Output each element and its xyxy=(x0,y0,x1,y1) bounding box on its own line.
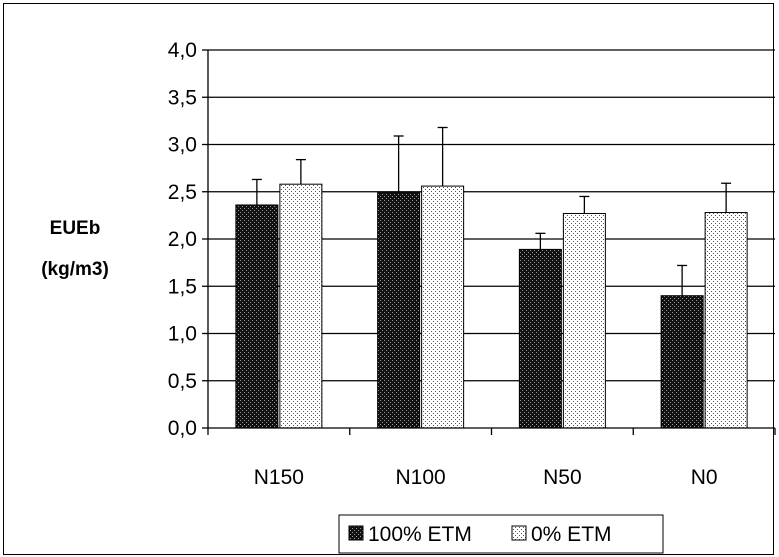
y-axis-label-line-2: (kg/m3) xyxy=(41,259,109,280)
error-bars xyxy=(251,126,732,296)
bar-n50-series-1 xyxy=(518,248,562,429)
x-tick-label-n150: N150 xyxy=(254,466,304,489)
legend-label-100-etm: 100% ETM xyxy=(368,523,472,546)
y-tick-label: 2,5 xyxy=(168,181,197,204)
legend: 100% ETM 0% ETM xyxy=(338,514,664,554)
y-tick-label: 4,0 xyxy=(168,39,197,62)
tick-labels: 0,0 0,5 1,0 1,5 2,0 2,5 3,0 3,5 4,0 N150 N100 N50 N0 xyxy=(168,39,718,489)
y-tick-label: 2,0 xyxy=(168,228,197,251)
y-tick-label: 1,0 xyxy=(168,323,197,346)
y-tick-label: 3,0 xyxy=(168,134,197,157)
x-tick-label-n50: N50 xyxy=(543,466,582,489)
bar-n50-series-2 xyxy=(562,212,606,429)
axes xyxy=(202,49,776,435)
legend-swatch-0-etm xyxy=(511,525,527,541)
bar-n100-series-1 xyxy=(377,192,421,429)
y-tick-label: 1,5 xyxy=(168,275,197,298)
legend-label-0-etm: 0% ETM xyxy=(531,523,612,546)
legend-box xyxy=(338,514,664,554)
bar-n150-series-1 xyxy=(235,204,279,429)
bar-n0-series-2 xyxy=(704,212,748,429)
y-tick-label: 3,5 xyxy=(168,86,197,109)
y-tick-label: 0,5 xyxy=(168,370,197,393)
y-tick-label: 0,0 xyxy=(168,417,197,440)
bar-n100-series-2 xyxy=(421,185,465,429)
y-axis-label-line-1: EUEb xyxy=(50,218,101,239)
bar-n0-series-1 xyxy=(660,295,704,429)
legend-swatch-100-etm xyxy=(348,525,364,541)
x-tick-label-n100: N100 xyxy=(396,466,446,489)
x-tick-label-n0: N0 xyxy=(691,466,718,489)
bar-n150-series-2 xyxy=(279,183,323,429)
bars xyxy=(235,183,748,429)
